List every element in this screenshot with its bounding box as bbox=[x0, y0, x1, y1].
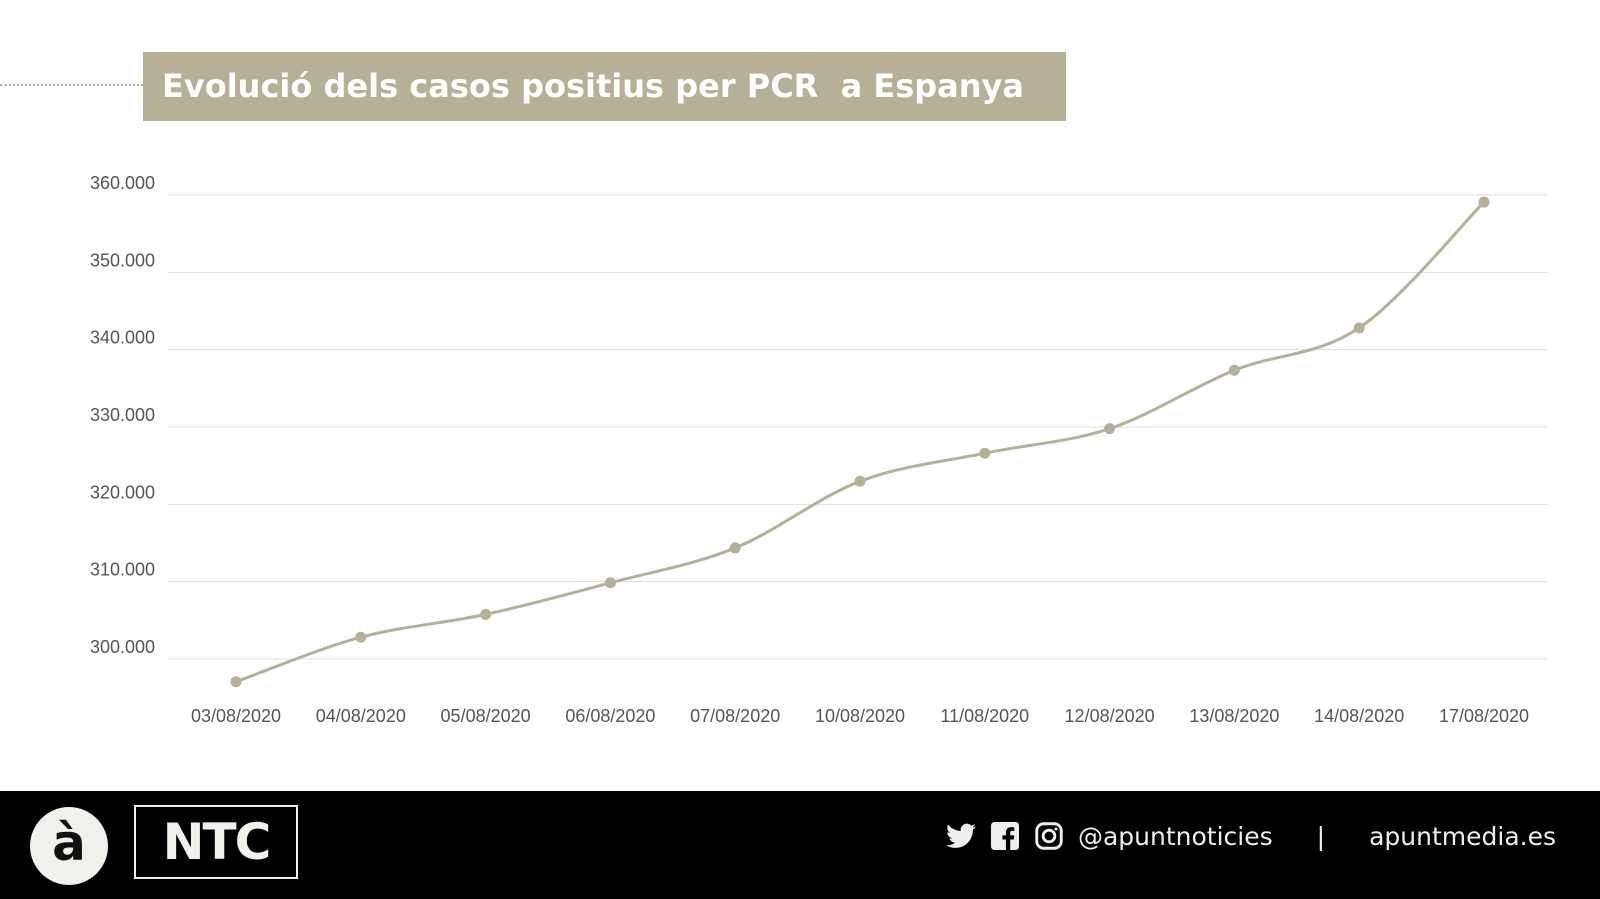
data-point bbox=[854, 475, 866, 487]
x-tick-label: 13/08/2020 bbox=[1189, 706, 1279, 726]
twitter-icon[interactable] bbox=[945, 821, 976, 851]
x-tick-label: 14/08/2020 bbox=[1314, 706, 1404, 726]
data-point bbox=[729, 542, 741, 554]
x-tick-label: 04/08/2020 bbox=[316, 706, 406, 726]
data-point bbox=[480, 608, 492, 620]
y-tick-label: 300.000 bbox=[90, 637, 155, 657]
data-point bbox=[230, 676, 242, 688]
social-links: @apuntnoticies | apuntmedia.es bbox=[945, 821, 1556, 851]
title-dotted-rule bbox=[0, 84, 143, 86]
data-point bbox=[355, 631, 367, 643]
y-tick-label: 330.000 bbox=[90, 405, 155, 425]
series-line bbox=[235, 201, 1486, 684]
x-tick-label: 06/08/2020 bbox=[565, 706, 655, 726]
x-tick-label: 05/08/2020 bbox=[441, 706, 531, 726]
footer-separator: | bbox=[1316, 821, 1326, 851]
x-tick-label: 03/08/2020 bbox=[191, 706, 281, 726]
data-point bbox=[1104, 423, 1116, 435]
line-chart: 300.000 310.000 320.000 330.000 340.000 350.0… bbox=[90, 173, 1547, 726]
x-tick-label: 11/08/2020 bbox=[940, 706, 1029, 726]
y-tick-label: 340.000 bbox=[90, 328, 155, 348]
x-tick-label: 07/08/2020 bbox=[690, 706, 780, 726]
data-point bbox=[1353, 322, 1365, 334]
x-tick-label: 17/08/2020 bbox=[1439, 706, 1529, 726]
ntc-logo: NTC bbox=[134, 805, 298, 879]
social-handle[interactable]: @apuntnoticies bbox=[1077, 821, 1273, 851]
website-link[interactable]: apuntmedia.es bbox=[1369, 821, 1556, 851]
x-tick-label: 10/08/2020 bbox=[815, 706, 905, 726]
instagram-icon[interactable] bbox=[1034, 821, 1064, 851]
y-tick-label: 310.000 bbox=[90, 560, 155, 580]
x-tick-label: 12/08/2020 bbox=[1065, 706, 1155, 726]
y-tick-label: 360.000 bbox=[90, 173, 155, 193]
chart-title: Evolució dels casos positius per PCR a E… bbox=[143, 52, 1066, 121]
facebook-icon[interactable] bbox=[990, 821, 1020, 851]
data-point bbox=[1228, 364, 1240, 376]
data-point bbox=[604, 577, 616, 589]
apunt-logo: à bbox=[30, 807, 108, 885]
data-point bbox=[979, 447, 991, 459]
data-point bbox=[1478, 196, 1490, 208]
footer-bar: à NTC @apuntnoticies | apuntmedia.es bbox=[0, 791, 1600, 899]
y-tick-label: 320.000 bbox=[90, 482, 155, 502]
y-tick-label: 350.000 bbox=[90, 250, 155, 270]
